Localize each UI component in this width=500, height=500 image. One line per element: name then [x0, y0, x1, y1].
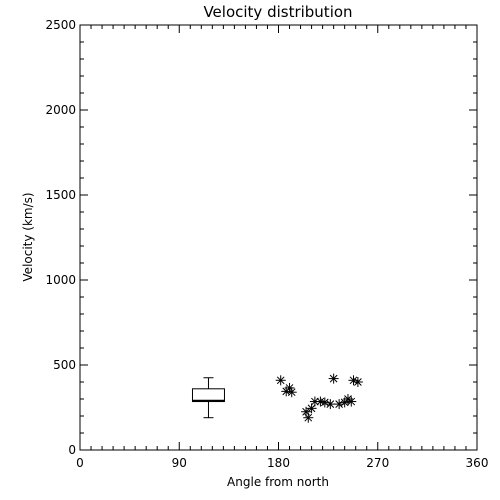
y-tick-label: 2500 [45, 18, 76, 32]
box-iqr [191, 388, 225, 403]
data-point [328, 373, 339, 384]
data-point [352, 377, 363, 387]
data-point [303, 412, 314, 423]
y-tick-label: 2000 [45, 103, 76, 117]
data-point [325, 399, 336, 410]
y-tick-label: 1500 [45, 188, 76, 202]
y-tick-label: 0 [68, 443, 76, 457]
chart-title: Velocity distribution [203, 3, 352, 21]
x-tick-label: 360 [466, 456, 489, 470]
data-point [348, 375, 359, 386]
x-tick-label: 270 [366, 456, 389, 470]
x-tick-label: 180 [267, 456, 290, 470]
x-axis-label: Angle from north [227, 475, 329, 489]
y-tick-label: 500 [53, 358, 76, 372]
scatter-points [275, 373, 363, 423]
data-point [275, 375, 286, 386]
data-point [286, 387, 297, 398]
plot-frame [79, 24, 478, 451]
data-point [346, 396, 357, 407]
x-tick-label: 0 [76, 456, 84, 470]
y-axis-label: Velocity (km/s) [21, 192, 35, 281]
x-tick-label: 90 [172, 456, 187, 470]
axis-ticks: 0 90 180 270 360 0 500 1000 1500 2000 2500 [45, 18, 488, 470]
box-plot [191, 377, 225, 419]
y-tick-label: 1000 [45, 273, 76, 287]
